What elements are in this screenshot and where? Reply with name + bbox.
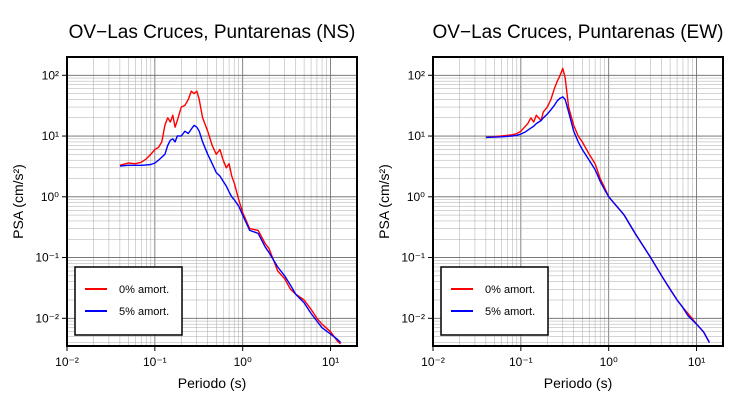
legend-box (440, 266, 549, 336)
x-tick-label: 10¹ (688, 355, 705, 369)
chart-0: OV−Las Cruces, Puntarenas (NS) 10⁻² 10⁻¹ 10… (10, 22, 358, 391)
y-tick-label: 10² (42, 68, 59, 82)
x-tick-label: 10⁰ (234, 355, 252, 369)
y-tick-label: 10¹ (42, 129, 59, 143)
y-tick-label: 10⁻² (35, 311, 59, 325)
legend-box (74, 266, 183, 336)
x-axis-label: Periodo (s) (178, 375, 246, 391)
plot-frame (432, 56, 724, 347)
y-axis-label: PSA (cm/s²) (10, 164, 26, 239)
y-tick-label: 10² (408, 68, 425, 82)
legend: 0% amort. 5% amort. (74, 266, 183, 336)
legend-label: 0% amort. (485, 284, 535, 296)
x-tick-label: 10⁻² (55, 355, 79, 369)
y-axis-label: PSA (cm/s²) (376, 164, 392, 239)
x-tick-label: 10¹ (322, 355, 339, 369)
legend-label: 5% amort. (119, 306, 169, 318)
chart-title: OV−Las Cruces, Puntarenas (NS) (69, 22, 356, 43)
legend: 0% amort. 5% amort. (440, 266, 549, 336)
x-tick-label: 10⁻¹ (509, 355, 533, 369)
y-tick-label: 10⁰ (407, 190, 425, 204)
plot-frame (66, 56, 358, 347)
x-axis-label: Periodo (s) (544, 375, 612, 391)
y-tick-label: 10⁰ (41, 190, 59, 204)
x-tick-label: 10⁻² (421, 355, 445, 369)
y-tick-label: 10⁻¹ (401, 251, 425, 265)
series-line-damped (485, 96, 711, 343)
y-tick-label: 10¹ (408, 129, 425, 143)
y-tick-label: 10⁻¹ (35, 251, 59, 265)
series-line-undamped (119, 90, 342, 345)
grid (66, 56, 358, 346)
y-tick-label: 10⁻² (401, 311, 425, 325)
series-line-damped (119, 124, 342, 343)
chart-title: OV−Las Cruces, Puntarenas (EW) (433, 22, 724, 43)
legend-label: 5% amort. (485, 306, 535, 318)
chart-1: OV−Las Cruces, Puntarenas (EW) 10⁻² 10⁻¹ 10… (376, 22, 724, 391)
x-tick-label: 10⁻¹ (143, 355, 167, 369)
x-tick-label: 10⁰ (600, 355, 618, 369)
legend-label: 0% amort. (119, 284, 169, 296)
